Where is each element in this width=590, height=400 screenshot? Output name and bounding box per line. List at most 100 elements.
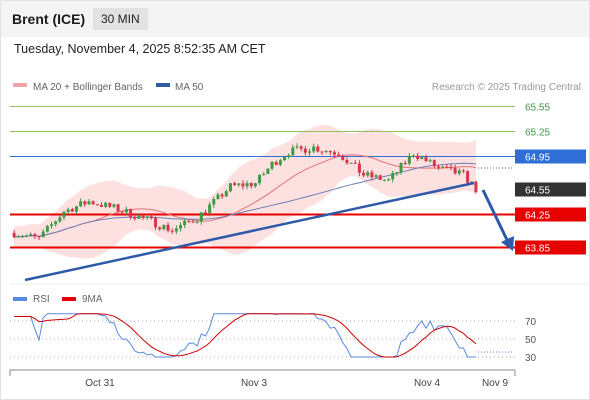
candle-body bbox=[262, 174, 266, 176]
candle-body bbox=[312, 146, 316, 152]
candle-body bbox=[382, 179, 386, 181]
copyright-label: Research © 2025 Trading Central bbox=[432, 82, 581, 93]
candle-body bbox=[228, 183, 232, 192]
candle-body bbox=[95, 204, 99, 206]
price-tag-bg bbox=[515, 182, 586, 197]
candle-body bbox=[412, 155, 416, 157]
candle-body bbox=[349, 162, 353, 164]
candle-body bbox=[266, 168, 270, 175]
candle-body bbox=[470, 181, 474, 183]
candle-body bbox=[50, 224, 54, 227]
candle-body bbox=[366, 172, 370, 176]
candle-body bbox=[124, 209, 128, 213]
candle-body bbox=[241, 183, 245, 187]
candle-body bbox=[249, 183, 253, 187]
candle-body bbox=[378, 175, 382, 180]
candle-body bbox=[332, 152, 336, 155]
candle-body bbox=[87, 201, 91, 205]
candle-body bbox=[29, 234, 33, 236]
candle-body bbox=[20, 236, 24, 238]
candle-body bbox=[345, 160, 349, 164]
candle-body bbox=[187, 220, 191, 222]
candle-body bbox=[99, 204, 103, 207]
candle-body bbox=[16, 236, 20, 238]
candle-body bbox=[154, 218, 158, 228]
candle-body bbox=[108, 202, 112, 207]
candle-body bbox=[324, 151, 328, 153]
rsi-ma-legend-swatch bbox=[62, 297, 76, 301]
header-bar: Brent (ICE) 30 MIN bbox=[1, 1, 589, 37]
candle-body bbox=[420, 157, 424, 160]
candle-body bbox=[387, 179, 391, 181]
instrument-title: Brent (ICE) bbox=[12, 11, 86, 27]
support-trendline bbox=[24, 181, 475, 282]
candle-body bbox=[191, 221, 195, 223]
ma50-legend-label: MA 50 bbox=[175, 82, 204, 93]
candle-body bbox=[129, 209, 133, 218]
bollinger-band bbox=[14, 125, 476, 259]
candle-body bbox=[208, 204, 212, 214]
candle-body bbox=[278, 160, 282, 165]
candle-body bbox=[403, 163, 407, 165]
candle-body bbox=[461, 170, 465, 172]
candle-body bbox=[337, 154, 341, 157]
candle-body bbox=[453, 168, 457, 174]
candle-body bbox=[295, 146, 299, 148]
candle-body bbox=[183, 220, 187, 226]
candle-body bbox=[466, 171, 470, 183]
candles bbox=[12, 143, 478, 240]
candle-body bbox=[179, 225, 183, 229]
candle-body bbox=[137, 215, 141, 219]
candle-body bbox=[116, 204, 120, 212]
ma20-legend-label: MA 20 + Bollinger Bands bbox=[33, 82, 143, 93]
level-lines bbox=[10, 106, 515, 249]
x-label-nov4: Nov 4 bbox=[414, 378, 441, 389]
candle-body bbox=[58, 217, 62, 222]
price-tag-label: 65.55 bbox=[525, 103, 550, 114]
price-tag-label: 64.95 bbox=[525, 153, 550, 164]
price-tag-label: 64.25 bbox=[525, 211, 550, 222]
candle-body bbox=[270, 161, 274, 169]
candle-body bbox=[407, 155, 411, 164]
candle-body bbox=[62, 211, 66, 218]
candle-body bbox=[320, 151, 324, 153]
candle-body bbox=[199, 212, 203, 222]
candle-body bbox=[120, 211, 124, 213]
candle-body bbox=[436, 166, 440, 168]
price-tags: 65.55 65.25 64.95 64.55 64.25 63.85 bbox=[515, 103, 586, 255]
candle-body bbox=[170, 230, 174, 232]
candle-body bbox=[303, 148, 307, 153]
candle-body bbox=[233, 183, 237, 185]
candle-body bbox=[33, 234, 37, 237]
x-label-oct31: Oct 31 bbox=[85, 378, 115, 389]
price-tag-bg bbox=[515, 149, 586, 164]
candle-body bbox=[74, 206, 78, 212]
rsi-legend-label: RSI bbox=[33, 294, 50, 305]
candle-body bbox=[220, 194, 224, 197]
candle-body bbox=[70, 209, 74, 212]
candle-body bbox=[54, 221, 58, 225]
candle-body bbox=[224, 191, 228, 197]
candle-body bbox=[112, 204, 116, 207]
candle-body bbox=[158, 227, 162, 230]
candle-body bbox=[104, 202, 108, 207]
timeframe-badge[interactable]: 30 MIN bbox=[93, 8, 148, 30]
candle-body bbox=[25, 235, 29, 237]
candle-body bbox=[83, 201, 87, 205]
candle-body bbox=[274, 161, 278, 165]
ma50-line bbox=[14, 162, 476, 238]
candle-body bbox=[253, 183, 257, 187]
candle-body bbox=[374, 175, 378, 178]
datetime-label: Tuesday, November 4, 2025 8:52:35 AM CET bbox=[14, 42, 266, 56]
candle-body bbox=[41, 231, 45, 238]
projection-arrow-head bbox=[501, 236, 514, 251]
price-tag-label: 64.55 bbox=[525, 186, 550, 197]
candle-body bbox=[299, 146, 303, 149]
candle-body bbox=[212, 199, 216, 205]
candle-body bbox=[91, 201, 95, 205]
candle-body bbox=[149, 216, 153, 219]
candle-body bbox=[428, 160, 432, 162]
candle-body bbox=[341, 156, 345, 161]
candle-body bbox=[12, 232, 16, 238]
